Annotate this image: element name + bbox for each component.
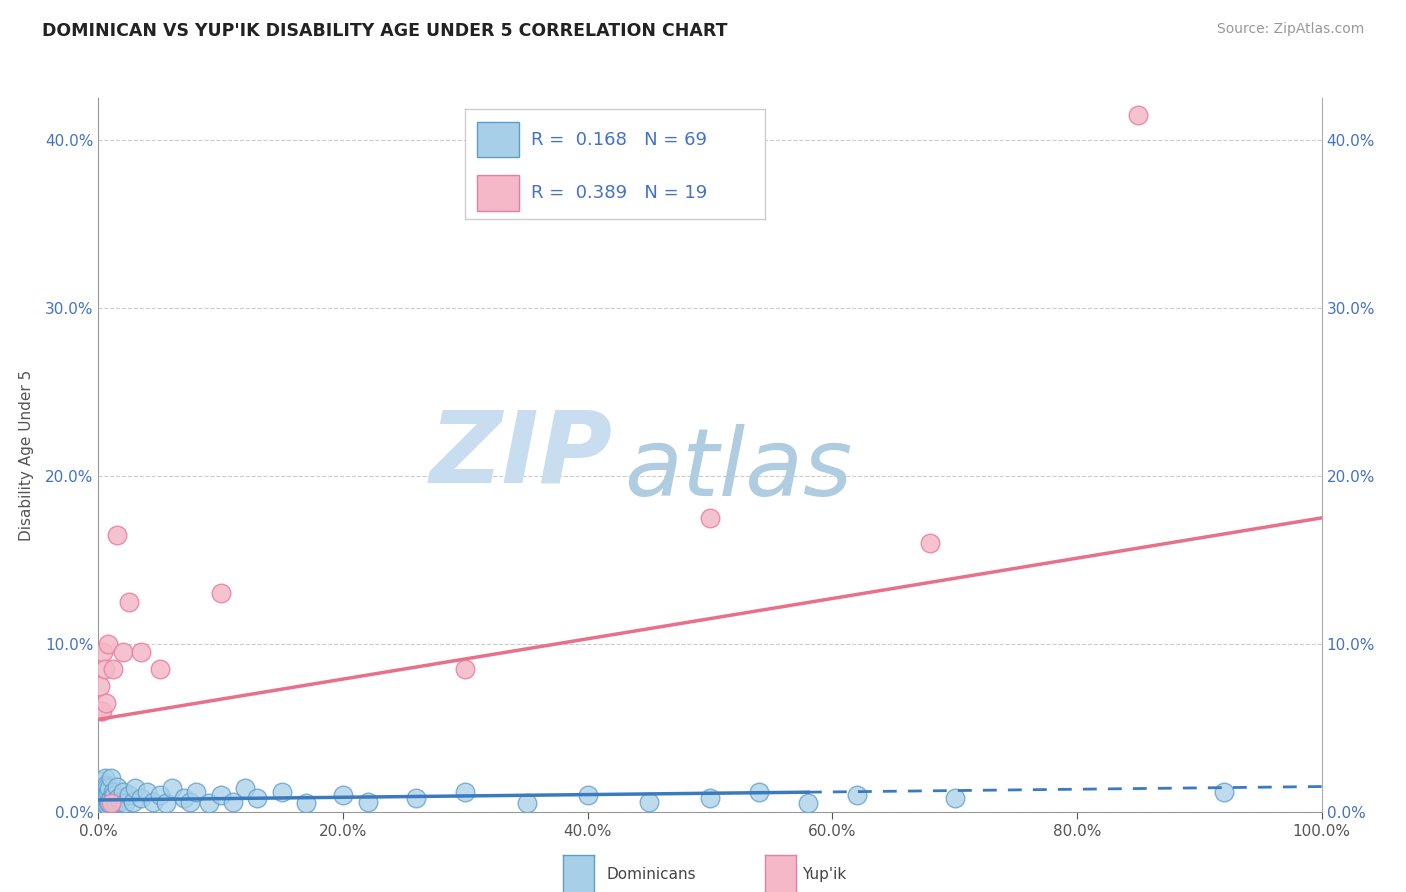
Point (89, 797, 111, 811)
Point (114, 797, 136, 811)
Text: ZIP: ZIP (429, 407, 612, 503)
Point (101, 795, 124, 809)
Point (121, 795, 143, 809)
Text: atlas: atlas (624, 424, 852, 515)
Point (91, 788, 114, 802)
Point (91, 645, 114, 659)
Point (136, 784, 159, 798)
Point (699, 511, 721, 525)
Point (270, 784, 294, 798)
Point (118, 595, 141, 609)
Point (104, 797, 127, 811)
Point (96, 780, 118, 794)
Point (797, 797, 820, 811)
Point (845, 788, 868, 802)
Text: Yup'ik: Yup'ik (801, 867, 846, 882)
Point (160, 781, 183, 796)
Point (179, 795, 201, 809)
Point (107, 791, 129, 805)
Point (110, 795, 132, 809)
Point (246, 791, 269, 805)
Point (295, 797, 318, 811)
Point (197, 797, 219, 811)
Point (111, 784, 134, 798)
Point (90, 795, 112, 809)
Point (98, 797, 121, 811)
Point (105, 780, 128, 794)
Point (129, 645, 152, 659)
Point (100, 797, 122, 811)
Point (118, 788, 141, 802)
Point (96, 788, 118, 802)
Point (97, 795, 120, 809)
Point (209, 586, 232, 600)
Point (233, 781, 256, 796)
Point (209, 788, 232, 802)
Point (149, 788, 172, 802)
Point (94, 778, 117, 792)
Point (91, 704, 114, 718)
Point (142, 795, 165, 809)
Point (111, 645, 134, 659)
Point (90, 704, 112, 718)
Point (103, 788, 125, 802)
Point (222, 795, 245, 809)
Point (91, 774, 114, 789)
Point (93, 795, 115, 809)
Point (96, 797, 118, 812)
Point (89, 791, 111, 805)
Point (93, 662, 115, 676)
Point (920, 536, 942, 550)
Point (101, 662, 124, 676)
Point (90, 780, 112, 794)
Point (100, 791, 122, 805)
Text: Source: ZipAtlas.com: Source: ZipAtlas.com (1216, 22, 1364, 37)
Point (93, 784, 115, 798)
Point (91, 797, 114, 812)
Text: DOMINICAN VS YUP'IK DISABILITY AGE UNDER 5 CORRELATION CHART: DOMINICAN VS YUP'IK DISABILITY AGE UNDER… (42, 22, 728, 40)
Point (155, 797, 177, 811)
Point (1212, 784, 1234, 798)
Point (101, 784, 124, 798)
Point (91, 784, 114, 798)
Point (97, 637, 120, 651)
Point (576, 788, 599, 802)
Point (94, 791, 117, 805)
Point (454, 662, 477, 676)
Point (97, 784, 120, 798)
Point (332, 788, 354, 802)
Point (1128, 108, 1150, 122)
Point (454, 784, 477, 798)
Point (356, 795, 378, 809)
Text: Dominicans: Dominicans (606, 867, 696, 882)
Point (173, 791, 195, 805)
Point (98, 781, 121, 796)
Point (943, 791, 966, 805)
Point (89, 784, 111, 798)
Point (90, 799, 112, 814)
Point (94, 696, 117, 710)
Point (93, 771, 115, 785)
Point (129, 791, 152, 805)
Point (89, 679, 111, 693)
Point (91, 793, 114, 807)
Point (186, 784, 208, 798)
Point (124, 781, 146, 796)
Point (748, 784, 770, 798)
Point (91, 780, 114, 794)
Point (515, 797, 537, 811)
Point (105, 527, 128, 541)
Point (100, 771, 122, 785)
Point (405, 791, 427, 805)
Y-axis label: Disability Age Under 5: Disability Age Under 5 (18, 369, 34, 541)
Point (149, 662, 172, 676)
Point (90, 788, 112, 802)
Point (699, 791, 721, 805)
Point (91, 797, 114, 811)
Point (638, 795, 661, 809)
